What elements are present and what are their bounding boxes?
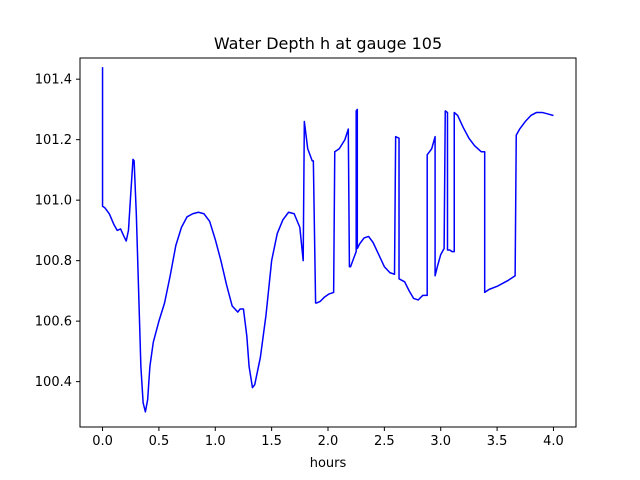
y-axis-ticks: 100.4 100.6 100.8 101.0 101.2 101.4 — [35, 73, 80, 390]
x-tick-label: 3.5 — [487, 434, 508, 449]
y-tick-label: 101.2 — [35, 133, 72, 148]
y-tick-label: 100.6 — [35, 315, 72, 330]
x-tick-label: 0.5 — [149, 434, 170, 449]
y-tick-label: 101.0 — [35, 194, 72, 209]
x-tick-label: 3.0 — [430, 434, 451, 449]
x-tick-label: 0.0 — [92, 434, 113, 449]
y-tick-label: 100.8 — [35, 254, 72, 269]
chart-title: Water Depth h at gauge 105 — [214, 34, 442, 53]
series-line-0 — [101, 67, 554, 413]
x-tick-label: 1.5 — [261, 434, 282, 449]
x-tick-label: 1.0 — [205, 434, 226, 449]
x-axis-ticks: 0.0 0.5 1.0 1.5 2.0 2.5 3.0 3.5 4.0 — [92, 427, 564, 449]
series-layer — [101, 67, 554, 413]
y-tick-label: 101.4 — [35, 73, 72, 88]
x-tick-label: 4.0 — [543, 434, 564, 449]
y-tick-label: 100.4 — [35, 375, 72, 390]
plot-frame — [79, 57, 577, 428]
x-tick-label: 2.5 — [374, 434, 395, 449]
x-axis-label: hours — [310, 456, 347, 471]
x-tick-label: 2.0 — [318, 434, 339, 449]
